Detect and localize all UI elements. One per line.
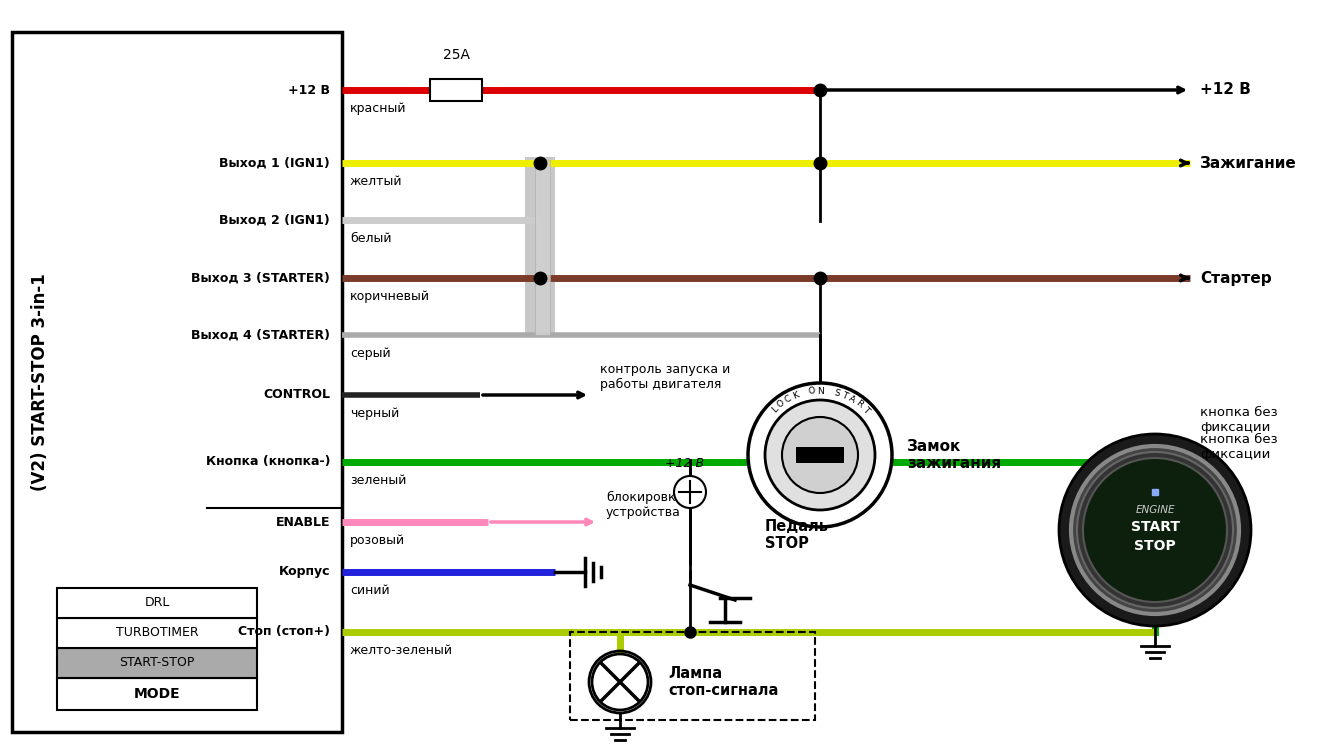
- Text: Замок
зажигания: Замок зажигания: [907, 439, 1000, 471]
- Circle shape: [782, 417, 858, 493]
- Text: 25A: 25A: [443, 48, 470, 62]
- Text: блокировка
устройства: блокировка устройства: [606, 491, 683, 519]
- Text: T: T: [840, 391, 848, 401]
- Circle shape: [1077, 452, 1233, 608]
- Text: синий: синий: [350, 584, 390, 597]
- Text: Выход 4 (STARTER): Выход 4 (STARTER): [191, 328, 329, 341]
- Text: Выход 2 (IGN1): Выход 2 (IGN1): [219, 214, 329, 226]
- Text: +12 В: +12 В: [288, 83, 329, 97]
- Text: DRL: DRL: [144, 596, 169, 610]
- Text: Лампа
стоп-сигнала: Лампа стоп-сигнала: [668, 666, 778, 698]
- Text: серый: серый: [350, 347, 391, 360]
- Text: Кнопка (кнопка-): Кнопка (кнопка-): [205, 455, 329, 469]
- Text: желтый: желтый: [350, 175, 403, 188]
- Text: STOP: STOP: [1134, 539, 1175, 553]
- Circle shape: [764, 400, 875, 510]
- Text: Зажигание: Зажигание: [1201, 155, 1297, 170]
- Circle shape: [1059, 434, 1251, 626]
- Bar: [12, 32, 342, 732]
- Text: (V2) START-STOP 3-in-1: (V2) START-STOP 3-in-1: [31, 273, 49, 491]
- Text: коричневый: коричневый: [350, 290, 430, 303]
- Bar: [570, 632, 815, 720]
- Text: K: K: [791, 391, 800, 401]
- Text: желто-зеленый: желто-зеленый: [350, 644, 454, 657]
- Bar: [57, 678, 257, 710]
- Text: черный: черный: [350, 407, 399, 420]
- Text: красный: красный: [350, 102, 407, 115]
- Text: Педаль
STOP: Педаль STOP: [764, 519, 828, 551]
- Text: START: START: [1130, 520, 1179, 534]
- Text: TURBOTIMER: TURBOTIMER: [116, 626, 199, 640]
- Circle shape: [1071, 446, 1239, 614]
- Text: CONTROL: CONTROL: [263, 388, 329, 401]
- Text: зеленый: зеленый: [350, 474, 407, 487]
- Text: Корпус: Корпус: [279, 566, 329, 578]
- Text: L: L: [770, 405, 779, 415]
- Text: кнопка без
фиксации: кнопка без фиксации: [1201, 433, 1278, 461]
- Circle shape: [748, 383, 892, 527]
- Text: T: T: [860, 405, 870, 415]
- Bar: [526, 157, 555, 335]
- Text: C: C: [783, 394, 792, 405]
- Bar: [796, 447, 844, 463]
- Text: кнопка без
фиксации: кнопка без фиксации: [1201, 406, 1278, 434]
- Text: Выход 1 (IGN1): Выход 1 (IGN1): [219, 157, 329, 170]
- Text: ENABLE: ENABLE: [276, 515, 329, 529]
- Circle shape: [674, 476, 706, 508]
- Text: MODE: MODE: [133, 687, 180, 701]
- Text: Выход 3 (STARTER): Выход 3 (STARTER): [191, 272, 329, 284]
- Text: O: O: [807, 387, 815, 397]
- Text: белый: белый: [350, 232, 391, 245]
- Text: ENGINE: ENGINE: [1135, 505, 1175, 515]
- Text: +12 В: +12 В: [1201, 82, 1251, 98]
- Bar: [430, 79, 482, 101]
- Text: A: A: [847, 394, 856, 405]
- Text: +12 В: +12 В: [666, 457, 704, 470]
- Bar: [57, 588, 257, 618]
- Text: N: N: [816, 386, 823, 395]
- Text: R: R: [854, 399, 864, 410]
- Text: O: O: [775, 398, 787, 410]
- Circle shape: [1083, 458, 1227, 602]
- Text: контроль запуска и
работы двигателя: контроль запуска и работы двигателя: [600, 363, 730, 391]
- Bar: [57, 648, 257, 678]
- Bar: [57, 618, 257, 648]
- Text: Стоп (стоп+): Стоп (стоп+): [237, 626, 329, 638]
- Circle shape: [592, 654, 648, 710]
- Bar: [535, 160, 550, 335]
- Text: Стартер: Стартер: [1201, 271, 1271, 286]
- Text: розовый: розовый: [350, 534, 406, 547]
- Text: START-STOP: START-STOP: [119, 656, 195, 670]
- Text: S: S: [832, 388, 840, 398]
